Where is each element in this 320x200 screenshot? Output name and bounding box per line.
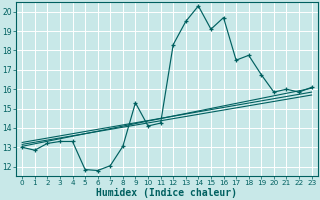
X-axis label: Humidex (Indice chaleur): Humidex (Indice chaleur) bbox=[96, 188, 237, 198]
